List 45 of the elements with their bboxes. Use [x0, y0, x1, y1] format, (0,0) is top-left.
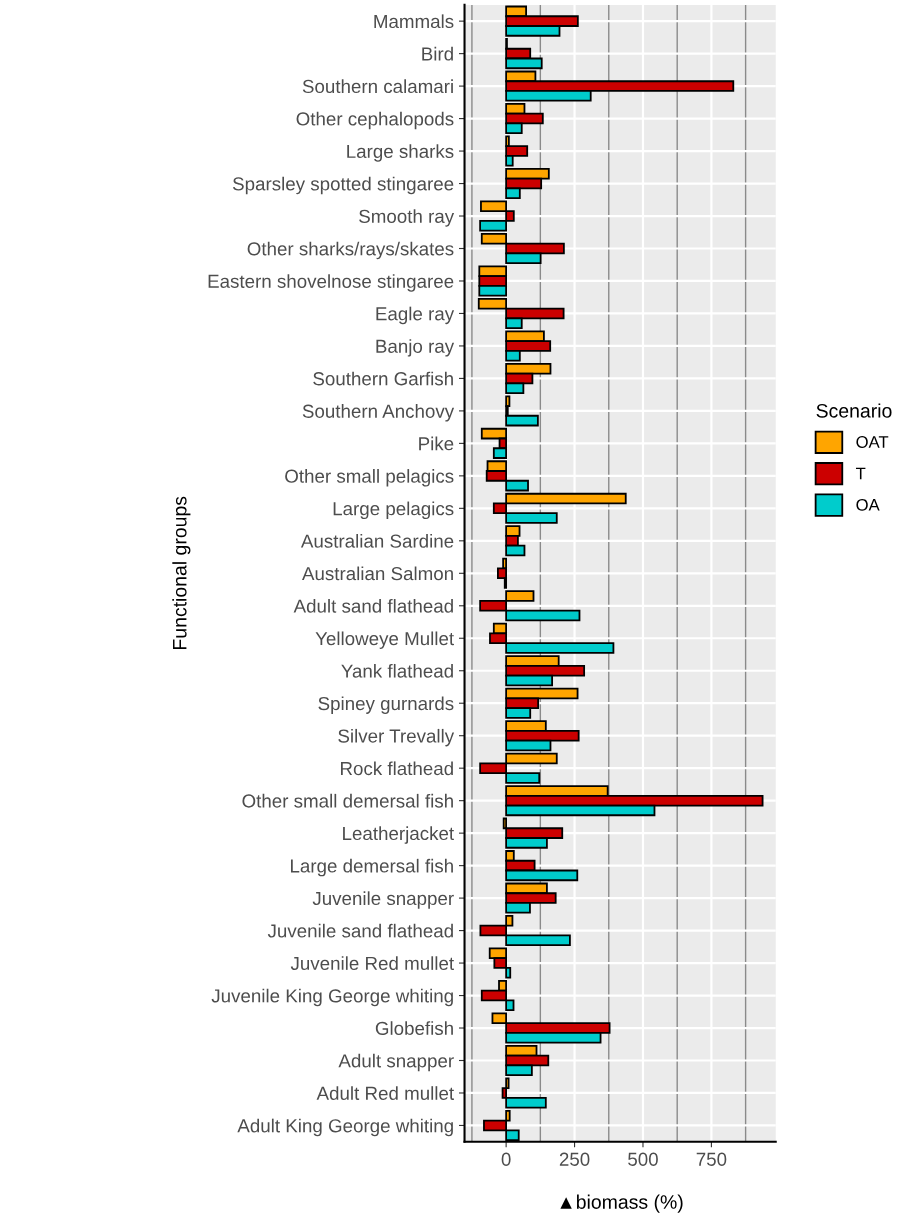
y-tick-label: Leatherjacket — [343, 826, 454, 844]
y-tick-label: Rock flathead — [341, 761, 453, 776]
y-tick-label: Yank flathead — [341, 663, 453, 678]
y-tick-label: Adult King George whiting — [237, 1118, 453, 1137]
x-tick-label: 750 — [696, 1152, 727, 1166]
legend-label: T — [855, 467, 866, 480]
y-tick-label: Eagle ray — [376, 306, 455, 325]
x-tick-label: 0 — [501, 1152, 511, 1166]
y-tick-label: Large sharks — [347, 144, 454, 162]
y-tick-label: Southern calamari — [302, 79, 453, 94]
y-tick-label: Australian Sardine — [300, 534, 454, 548]
y-tick-label: Sparsley spotted stingaree — [232, 176, 454, 195]
y-tick-label: Spiney gurnards — [318, 696, 454, 714]
y-tick-label: Juvenile snapper — [312, 891, 454, 909]
y-tick-label: Southern Anchovy — [302, 404, 455, 422]
y-tick-label: Large demersal fish — [291, 858, 453, 877]
y-tick-label: Australian Salmon — [302, 566, 453, 581]
x-axis-title: ▲biomass (%) — [560, 1194, 683, 1213]
y-axis-title: Functional groups — [172, 496, 191, 649]
y-tick-label: Yelloweye Mullet — [315, 631, 454, 649]
y-tick-label: Silver Trevally — [338, 728, 455, 747]
y-tick-label: Adult snapper — [338, 1053, 454, 1072]
y-tick-label: Banjo ray — [376, 339, 455, 357]
y-tick-label: Globefish — [375, 1021, 453, 1035]
y-tick-label: Mammals — [374, 14, 454, 29]
y-tick-label: Pike — [419, 436, 454, 451]
y-tick-label: Juvenile Red mullet — [290, 956, 454, 971]
legend-label: OAT — [856, 436, 889, 448]
y-tick-label: Adult sand flathead — [293, 598, 453, 613]
y-tick-label: Other small demersal fish — [242, 793, 453, 808]
y-tick-label: Eastern shovelnose stingaree — [208, 274, 454, 292]
legend-label: OA — [856, 498, 880, 511]
x-tick-label: 250 — [559, 1152, 590, 1166]
y-tick-label: Southern Garfish — [313, 371, 453, 386]
y-tick-label: Bird — [422, 46, 453, 61]
y-tick-label: Other small pelagics — [285, 469, 454, 487]
y-tick-label: Large pelagics — [333, 501, 454, 520]
y-tick-label: Adult Red mullet — [316, 1086, 454, 1100]
y-tick-label: Smooth ray — [359, 209, 455, 227]
y-tick-label: Juvenile King George whiting — [211, 988, 453, 1007]
y-tick-label: Other cephalopods — [296, 111, 454, 130]
x-tick-label: 500 — [628, 1152, 658, 1166]
y-tick-label: Juvenile sand flathead — [267, 923, 453, 938]
legend-title: Scenario — [816, 403, 892, 418]
y-tick-label: Other sharks/rays/skates — [247, 241, 454, 260]
